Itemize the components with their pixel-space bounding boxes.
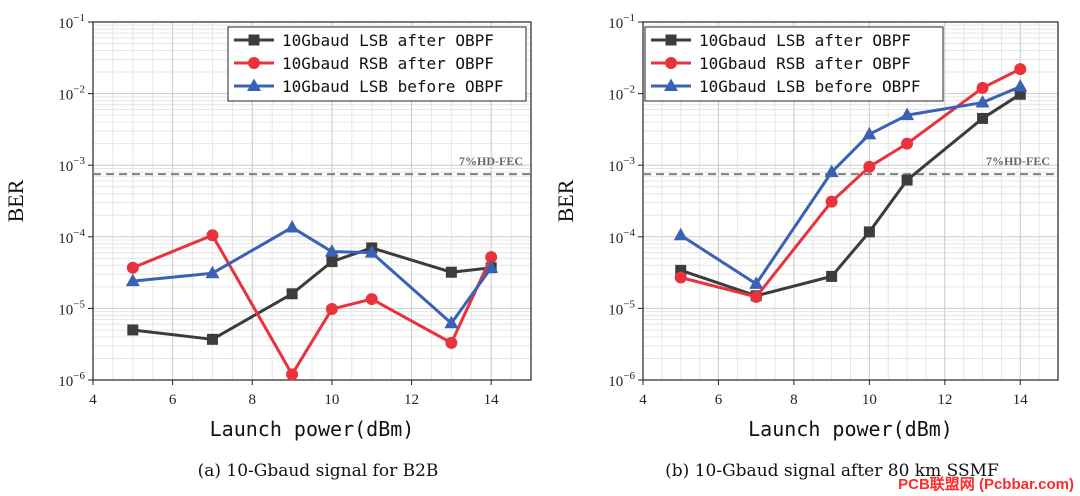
x-tick-label: 4: [639, 392, 647, 408]
x-tick-label: 12: [937, 392, 952, 408]
legend-marker-circle: [665, 57, 677, 69]
data-point-triangle: [484, 260, 499, 273]
caption-a: (a) 10-Gbaud signal for B2B: [198, 461, 439, 481]
data-point-square: [901, 174, 913, 186]
x-tick-label: 8: [249, 392, 257, 408]
data-point-square: [286, 288, 298, 300]
legend-label: 10Gbaud LSB after OBPF: [699, 31, 911, 50]
data-point-triangle: [975, 95, 990, 108]
x-tick-label: 6: [169, 392, 177, 408]
data-point-square: [127, 324, 139, 336]
data-point-square: [1014, 88, 1026, 100]
data-point-circle: [750, 290, 763, 303]
data-point-circle: [901, 137, 914, 150]
legend-label: 10Gbaud RSB after OBPF: [282, 54, 494, 73]
legend-marker-triangle: [247, 78, 261, 91]
data-point-square: [326, 256, 338, 268]
legend-marker-square: [248, 34, 260, 46]
chart-panel-a: 4 6 8 10 12 14 10−6 10−5 10−4 10−3 10−2 10−1 Launch …: [3, 12, 532, 441]
data-point-square: [977, 112, 989, 124]
legend-label: 10Gbaud LSB before OBPF: [699, 77, 921, 96]
x-tick-label: 10: [324, 392, 339, 408]
y-tick-label: 10−4: [58, 227, 85, 247]
y-axis-title: BER: [553, 179, 578, 222]
data-point-triangle: [1013, 79, 1028, 92]
y-axis-title: BER: [3, 179, 28, 222]
x-tick-label: 14: [484, 392, 500, 408]
y-tick-label: 10−5: [608, 298, 635, 318]
data-point-circle: [863, 160, 876, 173]
data-point-circle: [825, 195, 838, 208]
data-point-circle: [206, 229, 219, 242]
y-tick-label: 10−4: [608, 227, 635, 247]
caption-b: (b) 10-Gbaud signal after 80 km SSMF: [665, 461, 999, 481]
data-point-circle: [976, 81, 989, 94]
y-tick-label: 10−5: [58, 298, 85, 318]
x-tick-label: 14: [1013, 392, 1029, 408]
data-point-triangle: [285, 219, 300, 233]
legend-box: [227, 26, 527, 102]
data-point-circle: [126, 261, 139, 274]
plot-frame: [92, 21, 532, 381]
data-point-circle: [445, 336, 458, 349]
y-tick-label: 10−6: [608, 370, 635, 390]
data-point-circle: [325, 303, 338, 316]
x-tick-label: 4: [89, 392, 97, 408]
y-tick-label: 10−2: [608, 84, 635, 104]
chart-panel-b: 4 6 8 10 12 14 10−6 10−5 10−4 10−3 10−2 10−1 Launch …: [553, 12, 1059, 441]
data-point-square: [675, 264, 687, 276]
legend-marker-triangle: [664, 78, 678, 91]
legend-marker-circle: [248, 57, 260, 69]
y-tick-label: 10−6: [58, 370, 85, 390]
watermark-text: PCB联盟网 (Pcbbar.com): [898, 476, 1074, 493]
x-tick-label: 10: [862, 392, 877, 408]
y-tick-label: 10−1: [608, 12, 635, 32]
x-tick-label: 8: [790, 392, 798, 408]
y-tick-label: 10−3: [608, 155, 635, 175]
fec-threshold-label: 7%HD-FEC: [459, 154, 523, 168]
data-point-triangle: [444, 315, 459, 329]
plot-frame: [642, 21, 1059, 381]
legend-label: 10Gbaud LSB after OBPF: [282, 31, 494, 50]
data-point-circle: [485, 251, 498, 264]
x-tick-label: 6: [715, 392, 723, 408]
y-tick-label: 10−3: [58, 155, 85, 175]
data-point-triangle: [900, 107, 915, 121]
data-point-circle: [674, 271, 687, 284]
y-tick-label: 10−2: [58, 84, 85, 104]
x-tick-label: 12: [404, 392, 419, 408]
data-point-circle: [286, 368, 299, 381]
legend-box: [644, 26, 944, 102]
data-point-triangle: [324, 244, 339, 257]
data-point-triangle: [673, 227, 688, 241]
fec-threshold-label: 7%HD-FEC: [986, 154, 1050, 168]
data-point-square: [826, 270, 838, 282]
legend-label: 10Gbaud RSB after OBPF: [699, 54, 911, 73]
data-point-circle: [1014, 63, 1027, 76]
data-point-triangle: [749, 276, 764, 289]
data-point-square: [863, 226, 875, 238]
data-point-square: [445, 266, 457, 278]
data-point-triangle: [364, 245, 379, 258]
x-axis-title: Launch power(dBm): [748, 417, 953, 441]
legend-marker-square: [665, 34, 677, 46]
data-point-square: [206, 333, 218, 345]
data-point-circle: [365, 293, 378, 306]
data-point-triangle: [205, 265, 220, 279]
y-tick-label: 10−1: [58, 12, 85, 32]
data-point-triangle: [125, 273, 140, 287]
legend-label: 10Gbaud LSB before OBPF: [282, 77, 504, 96]
x-axis-title: Launch power(dBm): [210, 417, 415, 441]
data-point-triangle: [824, 164, 839, 178]
data-point-triangle: [862, 126, 877, 140]
